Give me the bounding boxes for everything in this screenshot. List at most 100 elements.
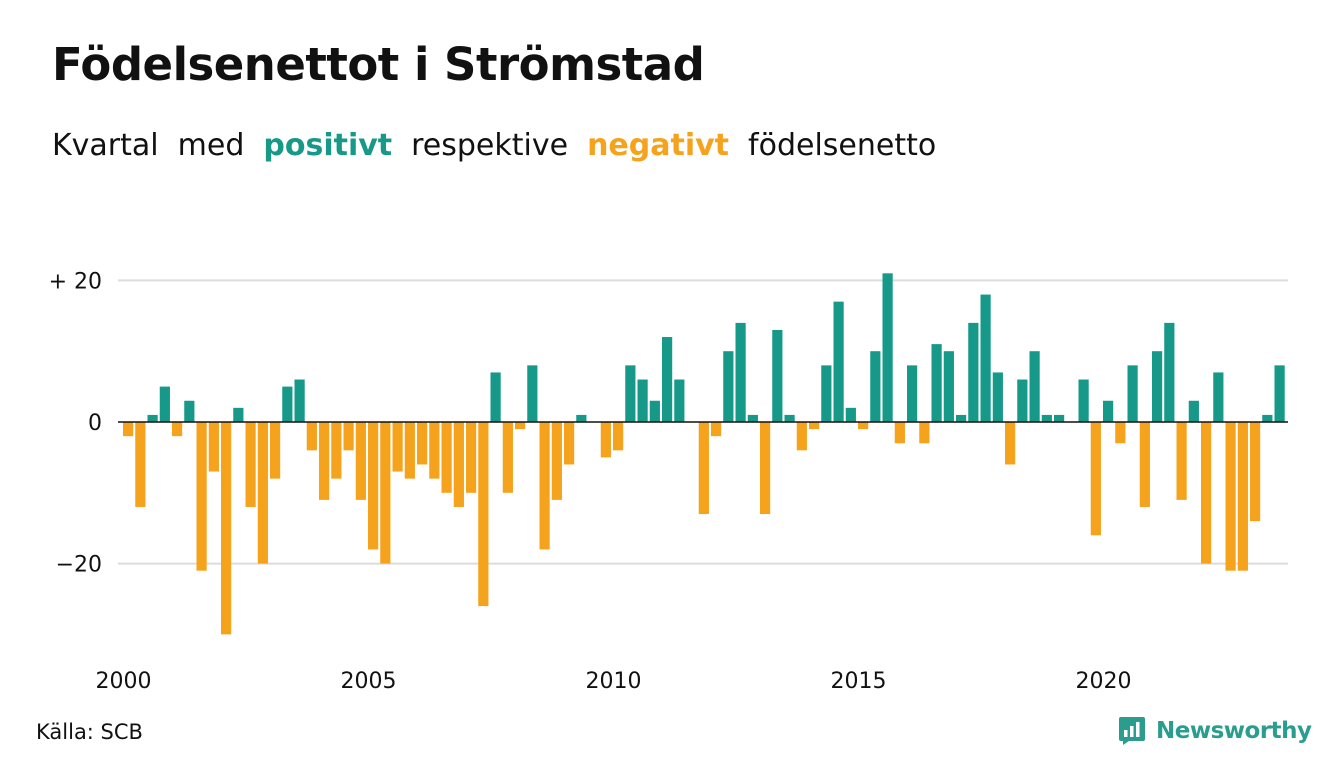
x-tick-label: 2010 (586, 669, 642, 694)
chart-subtitle: Kvartal med positivt respektive negativt föde… (52, 128, 955, 163)
bar-positive (490, 372, 501, 422)
bar-negative (257, 422, 268, 564)
y-tick-label: + 20 (49, 269, 102, 294)
bar-negative (796, 422, 807, 451)
bar-positive (625, 365, 636, 422)
bar-negative (392, 422, 403, 472)
bar-positive (637, 379, 648, 422)
brand-name: Newsworthy (1156, 718, 1312, 744)
bar-negative (368, 422, 379, 550)
bar-negative (600, 422, 611, 458)
bar-negative (355, 422, 366, 500)
bar-negative (196, 422, 207, 571)
bar-positive (1029, 351, 1040, 422)
x-tick-label: 2000 (96, 669, 152, 694)
bar-negative (858, 422, 869, 430)
bar-positive (980, 294, 991, 422)
bar-positive (1054, 414, 1065, 422)
bar-positive (882, 273, 893, 422)
bar-negative (515, 422, 526, 430)
bar-negative (478, 422, 489, 607)
subtitle-negative-label: negativt (587, 128, 730, 163)
bar-negative (172, 422, 183, 437)
bar-positive (282, 386, 293, 422)
bar-positive (833, 301, 844, 422)
bar-negative (319, 422, 330, 500)
bar-positive (931, 344, 942, 422)
bar-negative (564, 422, 575, 465)
bar-negative (502, 422, 513, 493)
bar-positive (1164, 322, 1175, 422)
bar-positive (968, 322, 979, 422)
bar-negative (551, 422, 562, 500)
bar-positive (184, 400, 195, 422)
bar-negative (1225, 422, 1236, 571)
subtitle-positive-label: positivt (263, 128, 393, 163)
bar-positive (735, 322, 746, 422)
bar-negative (208, 422, 219, 472)
bar-negative (429, 422, 440, 479)
bar-positive (1103, 400, 1114, 422)
bar-negative (453, 422, 464, 507)
bar-negative (1090, 422, 1101, 536)
bar-negative (135, 422, 146, 507)
bar-positive (1152, 351, 1163, 422)
bar-negative (245, 422, 256, 507)
brand-logo: Newsworthy (1118, 714, 1312, 748)
bar-negative (123, 422, 134, 437)
bar-positive (1017, 379, 1028, 422)
bar-positive (233, 407, 244, 422)
bar-positive (1188, 400, 1199, 422)
bar-positive (1041, 414, 1052, 422)
bar-negative (380, 422, 391, 564)
bar-negative (441, 422, 452, 493)
bar-negative (1115, 422, 1126, 444)
bar-negative (919, 422, 930, 444)
x-tick-label: 2005 (341, 669, 397, 694)
bar-positive (662, 337, 673, 422)
bar-positive (821, 365, 832, 422)
bar-positive (1274, 365, 1285, 422)
bar-positive (1078, 379, 1089, 422)
subtitle-word: födelsenetto (748, 128, 937, 163)
bar-positive (674, 379, 685, 422)
bar-negative (1176, 422, 1187, 500)
bar-positive (747, 414, 758, 422)
bar-negative (760, 422, 771, 515)
bar-positive (1127, 365, 1138, 422)
x-tick-label: 2020 (1076, 669, 1132, 694)
bar-negative (1250, 422, 1261, 522)
subtitle-word: respektive (411, 128, 569, 163)
bar-positive (956, 414, 967, 422)
bar-positive (943, 351, 954, 422)
source-note: Källa: SCB (36, 720, 143, 744)
bar-positive (147, 414, 158, 422)
bar-negative (1139, 422, 1150, 507)
bar-negative (466, 422, 477, 493)
bar-positive (845, 407, 856, 422)
bar-negative (1237, 422, 1248, 571)
bar-positive (907, 365, 918, 422)
bar-negative (613, 422, 624, 451)
bar-positive (723, 351, 734, 422)
bar-negative (711, 422, 722, 437)
bar-negative (417, 422, 428, 465)
bar-positive (992, 372, 1003, 422)
subtitle-word: Kvartal (52, 128, 159, 163)
bar-negative (809, 422, 820, 430)
bar-positive (527, 365, 538, 422)
y-tick-label: 0 (88, 411, 102, 436)
bar-positive (1262, 414, 1273, 422)
bar-positive (784, 414, 795, 422)
bar-negative (270, 422, 281, 479)
bar-positive (159, 386, 170, 422)
bar-negative (698, 422, 709, 515)
bar-positive (649, 400, 660, 422)
y-tick-label: −20 (56, 553, 102, 578)
bar-negative (894, 422, 905, 444)
bar-positive (772, 329, 783, 422)
bar-negative (539, 422, 550, 550)
chart-title: Födelsenettot i Strömstad (52, 38, 705, 91)
bar-positive (1213, 372, 1224, 422)
